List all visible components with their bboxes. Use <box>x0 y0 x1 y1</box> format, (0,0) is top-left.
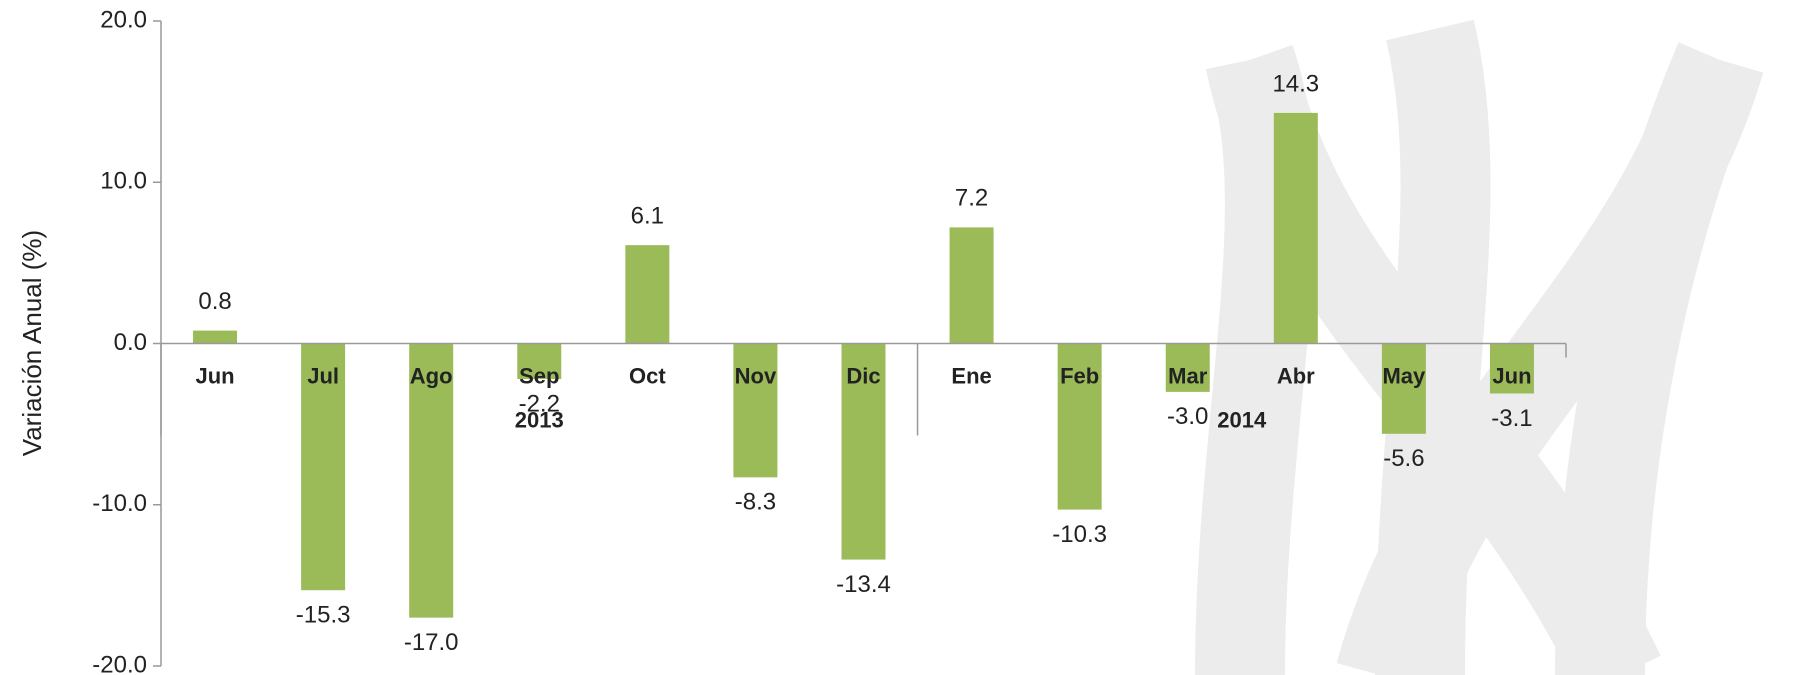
x-tick-label: Jul <box>307 363 339 388</box>
data-label: -8.3 <box>735 489 776 516</box>
x-tick-label: Jun <box>1492 363 1531 388</box>
data-label: -5.6 <box>1383 445 1424 472</box>
bar <box>1489 343 1534 394</box>
data-label: -10.3 <box>1052 521 1107 548</box>
bar <box>841 343 886 560</box>
y-tick-label: -10.0 <box>92 490 147 517</box>
x-tick-label: Dic <box>846 363 880 388</box>
data-label: -3.1 <box>1491 405 1532 432</box>
data-label: -3.0 <box>1167 403 1208 430</box>
group-label: 2014 <box>1217 407 1267 432</box>
bar <box>625 245 670 344</box>
bar <box>409 343 454 618</box>
y-axis-label: Variación Anual (%) <box>17 230 47 456</box>
data-label: 14.3 <box>1272 70 1319 97</box>
x-tick-label: Ene <box>951 363 991 388</box>
data-label: 0.8 <box>198 288 231 315</box>
group-label: 2013 <box>515 407 564 432</box>
data-label: -13.4 <box>836 571 891 598</box>
bar <box>1381 343 1426 434</box>
bar <box>1057 343 1102 510</box>
bar <box>193 330 238 344</box>
x-tick-label: May <box>1382 363 1426 388</box>
data-label: -17.0 <box>404 629 459 656</box>
x-tick-label: Sep <box>519 363 559 388</box>
bar <box>949 227 994 344</box>
bar <box>1273 112 1318 344</box>
data-label: -15.3 <box>296 602 351 629</box>
bar <box>733 343 778 478</box>
y-tick-label: 10.0 <box>100 168 147 195</box>
x-tick-label: Mar <box>1168 363 1208 388</box>
data-label: 6.1 <box>631 202 664 229</box>
y-tick-label: 0.0 <box>114 329 147 356</box>
x-tick-label: Nov <box>735 363 777 388</box>
y-tick-label: -20.0 <box>92 651 147 675</box>
data-label: 7.2 <box>955 185 988 212</box>
x-tick-label: Abr <box>1277 363 1315 388</box>
data-label: -2.2 <box>519 390 560 417</box>
bar <box>1165 343 1210 392</box>
x-tick-label: Oct <box>629 363 666 388</box>
x-tick-label: Feb <box>1060 363 1099 388</box>
y-tick-label: 20.0 <box>100 6 147 33</box>
x-tick-label: Jun <box>195 363 234 388</box>
x-tick-label: Ago <box>410 363 453 388</box>
bar <box>301 343 346 591</box>
bar <box>517 343 562 379</box>
